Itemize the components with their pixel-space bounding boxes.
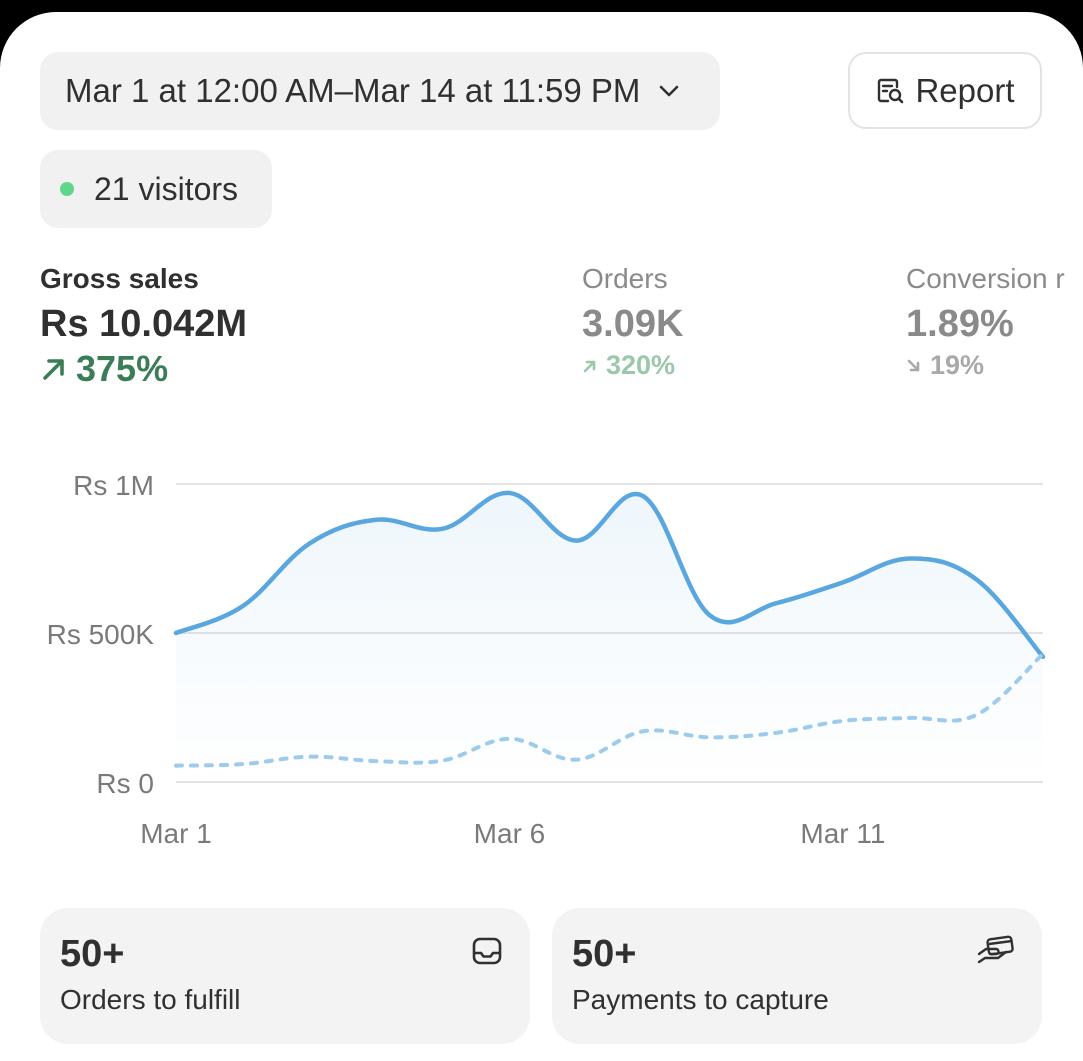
y-tick-label: Rs 0 (96, 768, 154, 799)
metric-label: Gross sales (40, 263, 199, 294)
date-range-button[interactable]: Mar 1 at 12:00 AM–Mar 14 at 11:59 PM (40, 52, 720, 130)
report-button[interactable]: Report (848, 52, 1042, 129)
metric-change: 375% (40, 348, 247, 390)
inbox-icon (470, 934, 504, 968)
card-count: 50+ (60, 933, 125, 975)
metric-change: 320% (582, 350, 683, 381)
analytics-card: Mar 1 at 12:00 AM–Mar 14 at 11:59 PM Rep… (0, 12, 1083, 1061)
metric-label: Orders (582, 263, 668, 294)
metric-change: 19% (906, 350, 1065, 381)
card-label: Payments to capture (572, 984, 829, 1015)
report-label: Report (915, 71, 1015, 109)
orders-to-fulfill-card[interactable]: 50+ Orders to fulfill (40, 908, 530, 1044)
visitors-label: 21 visitors (94, 170, 239, 207)
metric-orders[interactable]: Orders 3.09K 320% (582, 262, 683, 381)
metric-label: Conversion r (906, 263, 1065, 294)
report-search-icon (875, 76, 905, 106)
metric-change-value: 320% (606, 350, 676, 380)
current-period-line (173, 490, 1046, 660)
chevron-down-icon (658, 84, 680, 98)
live-status-dot (60, 182, 74, 196)
metric-value: 1.89% (906, 303, 1014, 345)
metric-gross-sales[interactable]: Gross sales Rs 10.042M 375% (40, 262, 247, 390)
metric-conversion-rate[interactable]: Conversion r 1.89% 19% (906, 262, 1065, 381)
y-tick-label: Rs 500K (47, 619, 155, 650)
metric-change-value: 19% (930, 350, 985, 380)
card-label: Orders to fulfill (60, 984, 241, 1015)
arrow-up-right-icon (40, 355, 68, 383)
x-tick-label: Mar 6 (474, 818, 546, 849)
metric-value: 3.09K (582, 303, 684, 345)
arrow-up-right-icon (582, 358, 598, 374)
sales-line-chart: Rs 1M Rs 500K Rs 0 Mar 1 Mar 6 Mar 11 (47, 470, 1046, 849)
arrow-down-right-icon (906, 358, 922, 374)
metric-change-value: 375% (76, 348, 169, 389)
metric-value: Rs 10.042M (40, 303, 248, 345)
payments-to-capture-card[interactable]: 50+ Payments to capture (552, 908, 1042, 1044)
y-tick-label: Rs 1M (73, 470, 154, 501)
hand-card-icon (976, 934, 1016, 968)
card-count: 50+ (572, 933, 637, 975)
x-tick-label: Mar 1 (140, 818, 212, 849)
series-area-fill (176, 492, 1043, 782)
live-visitors-button[interactable]: 21 visitors (40, 150, 272, 228)
x-tick-label: Mar 11 (800, 818, 885, 849)
date-range-label: Mar 1 at 12:00 AM–Mar 14 at 11:59 PM (65, 72, 641, 109)
comparison-period-line (174, 651, 1045, 768)
